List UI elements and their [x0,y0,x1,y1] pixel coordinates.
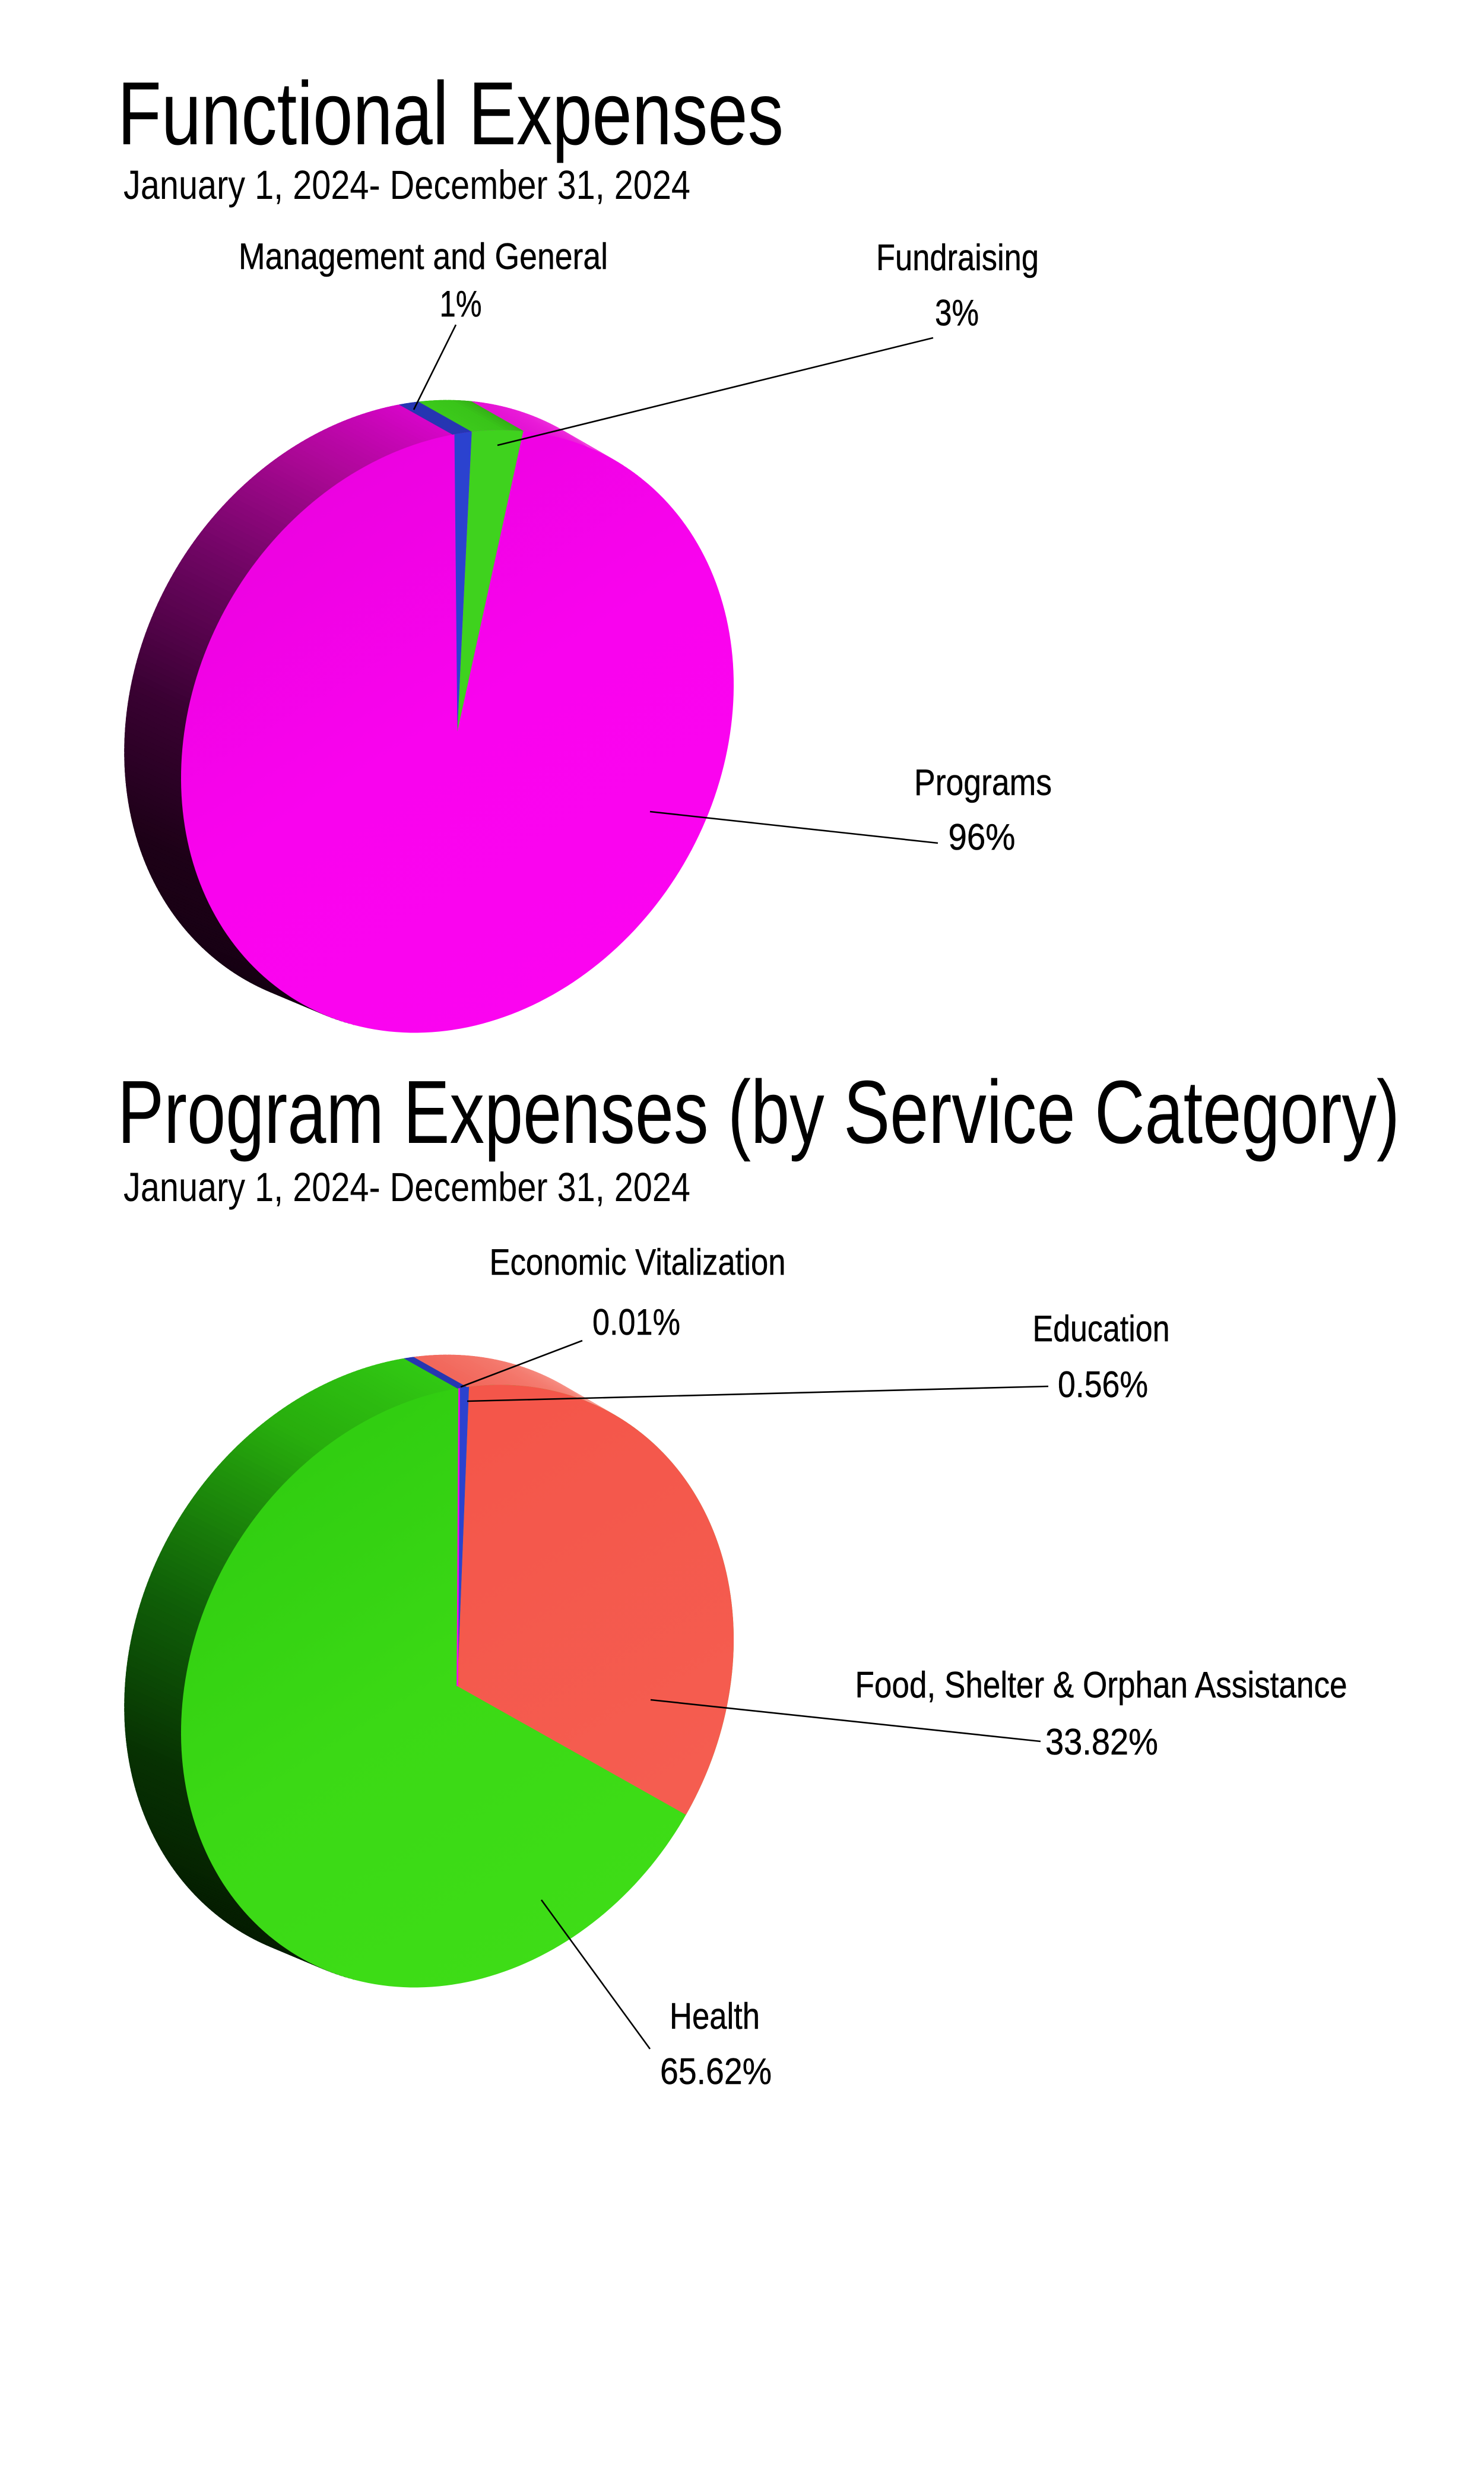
svg-text:Economic Vitalization: Economic Vitalization [490,1242,786,1283]
svg-text:Health: Health [670,1996,760,2037]
svg-text:Program Expenses (by Service C: Program Expenses (by Service Category) [118,1062,1400,1162]
svg-text:January 1, 2024- December 31,: January 1, 2024- December 31, 2024 [123,162,690,208]
svg-text:Food, Shelter & Orphan Assista: Food, Shelter & Orphan Assistance [855,1665,1347,1706]
svg-text:0.01%: 0.01% [592,1302,680,1343]
svg-text:96%: 96% [949,817,1016,858]
svg-text:1%: 1% [440,284,482,325]
svg-text:0.56%: 0.56% [1058,1364,1148,1405]
svg-text:3%: 3% [935,293,979,334]
svg-text:33.82%: 33.82% [1045,1722,1158,1763]
svg-text:Education: Education [1033,1309,1170,1350]
svg-text:Management and General: Management and General [239,236,608,277]
svg-text:Programs: Programs [914,762,1052,803]
svg-text:65.62%: 65.62% [660,2051,772,2092]
svg-text:January 1, 2024- December 31,: January 1, 2024- December 31, 2024 [123,1164,690,1210]
svg-text:Fundraising: Fundraising [876,237,1039,278]
svg-text:Functional Expenses: Functional Expenses [118,63,784,163]
